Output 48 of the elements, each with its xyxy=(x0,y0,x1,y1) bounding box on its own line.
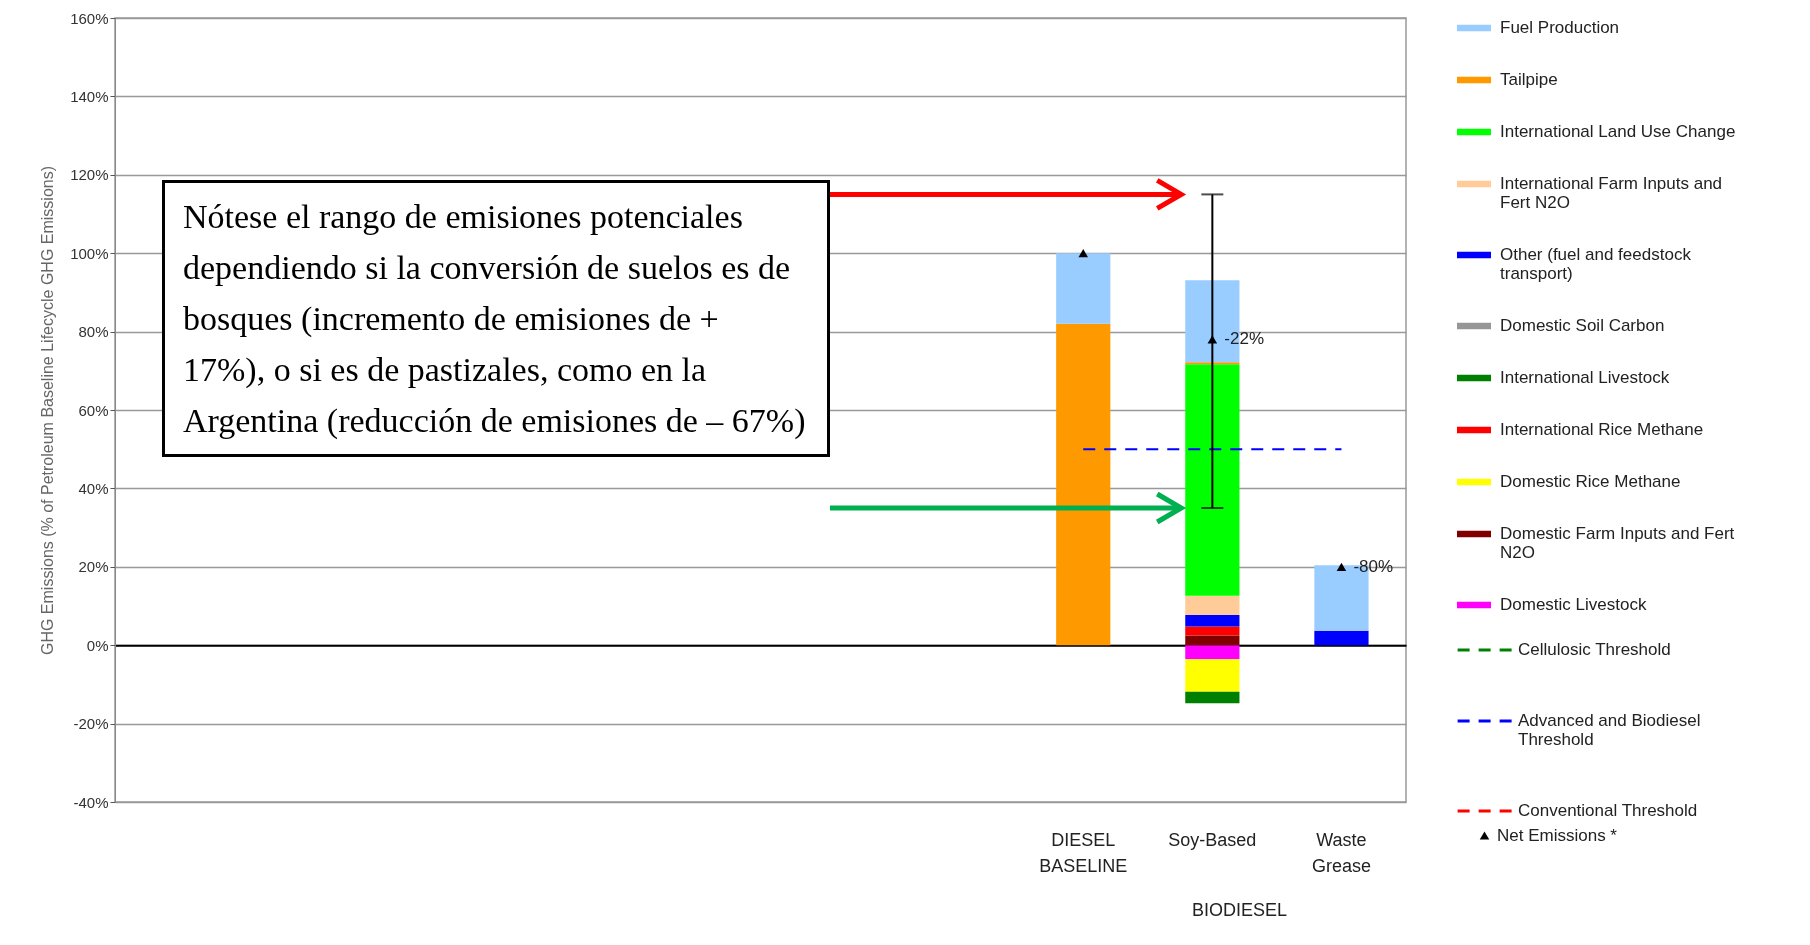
legend-label: Tailpipe xyxy=(1500,70,1558,89)
legend-label: Domestic Livestock xyxy=(1500,595,1647,614)
text: BIODIESEL xyxy=(1191,900,1287,920)
y-tick-label: 0% xyxy=(86,636,109,654)
y-tick-label: 100% xyxy=(70,244,109,262)
bar xyxy=(1185,626,1240,636)
legend-label: Cellulosic Threshold xyxy=(1518,640,1671,659)
bar xyxy=(1185,659,1240,692)
legend-label: Advanced and Biodiesel Threshold xyxy=(1518,711,1701,749)
legend-label: Conventional Threshold xyxy=(1518,801,1698,820)
y-tick-label: 140% xyxy=(70,87,109,105)
bar xyxy=(1185,635,1240,646)
y-tick-label: 160% xyxy=(70,9,109,27)
legend-label: Fuel Production xyxy=(1500,18,1620,37)
legend-label: Other (fuel and feedstock transport) xyxy=(1500,245,1692,283)
annotation: -80% xyxy=(1353,556,1394,576)
point xyxy=(1336,562,1347,571)
y-tick-label: 40% xyxy=(78,479,109,497)
legend-label: International Livestock xyxy=(1500,368,1670,387)
bar xyxy=(1185,595,1240,616)
x-tick-label: Waste Grease xyxy=(1311,830,1371,876)
y-tick-label: 20% xyxy=(78,558,109,576)
bar xyxy=(1056,253,1111,324)
legend-label: International Rice Methane xyxy=(1500,420,1704,439)
x-tick-label: DIESEL BASELINE xyxy=(1039,830,1128,876)
legend-label: International Land Use Change xyxy=(1500,122,1736,141)
bar xyxy=(1185,615,1240,627)
y-axis-title: GHG Emissions (% of Petroleum Baseline Lifecycle GHG Emissions) xyxy=(39,165,57,656)
bar xyxy=(1185,645,1240,660)
legend-label: Domestic Soil Carbon xyxy=(1500,316,1665,335)
y-tick-label: 80% xyxy=(78,323,109,341)
bar xyxy=(1185,364,1240,596)
y-tick-label: -40% xyxy=(73,793,109,811)
annotation: Nótese el rango de emisiones potenciales dependiendo si la conversión de suelos es de bosques (incremento de emisiones de + 17%), o si es de pastizales, como en la Argentina (reducción de emisiones de – 67%) xyxy=(162,180,830,457)
legend-label: Net Emissions * xyxy=(1497,825,1618,845)
bar xyxy=(1314,630,1369,646)
legend-label: International Farm Inputs and Fert N2O xyxy=(1500,174,1723,212)
y-tick-label: 120% xyxy=(70,166,109,184)
annotation: -22% xyxy=(1224,329,1265,349)
y-tick-label: 60% xyxy=(78,401,109,419)
bar xyxy=(1056,323,1111,646)
y-tick-label: -20% xyxy=(73,715,109,733)
point xyxy=(1078,249,1088,258)
legend-label: Domestic Farm Inputs and Fert N2O xyxy=(1500,524,1735,562)
point xyxy=(1207,335,1218,344)
x-tick-label: Soy-Based xyxy=(1168,830,1257,850)
bar xyxy=(1185,691,1240,704)
legend-label: Domestic Rice Methane xyxy=(1500,472,1681,491)
